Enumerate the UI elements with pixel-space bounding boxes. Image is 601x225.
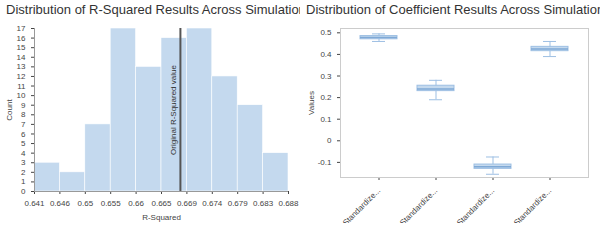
svg-text:Standardize...: Standardize...	[512, 186, 553, 223]
svg-text:0.641: 0.641	[24, 199, 45, 208]
svg-text:0.1: 0.1	[320, 115, 332, 124]
svg-text:0.679: 0.679	[228, 199, 249, 208]
svg-text:0.688: 0.688	[278, 199, 299, 208]
svg-text:11: 11	[17, 82, 26, 91]
svg-text:0.5: 0.5	[320, 28, 332, 37]
svg-text:R-Squared: R-Squared	[142, 213, 181, 222]
svg-text:0: 0	[21, 187, 26, 196]
svg-text:7: 7	[21, 120, 26, 129]
svg-text:0.66: 0.66	[128, 199, 144, 208]
svg-text:0.665: 0.665	[151, 199, 172, 208]
svg-text:5: 5	[21, 139, 26, 148]
svg-text:Standardize...: Standardize...	[341, 186, 382, 223]
svg-text:0.2: 0.2	[320, 93, 332, 102]
svg-text:-0.1: -0.1	[318, 158, 332, 167]
svg-text:0.655: 0.655	[101, 199, 122, 208]
svg-text:Standardize...: Standardize...	[455, 186, 496, 223]
svg-text:0.3: 0.3	[320, 72, 332, 81]
svg-text:12: 12	[17, 72, 26, 81]
svg-text:0.646: 0.646	[50, 199, 71, 208]
svg-text:17: 17	[17, 24, 26, 33]
svg-text:1: 1	[21, 177, 26, 186]
svg-text:0: 0	[327, 136, 332, 145]
svg-text:9: 9	[21, 101, 26, 110]
svg-text:4: 4	[21, 149, 26, 158]
svg-text:0.65: 0.65	[78, 199, 94, 208]
svg-text:13: 13	[17, 62, 26, 71]
svg-text:15: 15	[17, 43, 26, 52]
svg-text:8: 8	[21, 110, 26, 119]
svg-text:0.4: 0.4	[320, 50, 332, 59]
svg-text:16: 16	[17, 34, 26, 43]
svg-text:Original R-Squared value: Original R-Squared value	[169, 65, 178, 155]
svg-text:0.669: 0.669	[177, 199, 198, 208]
svg-text:2: 2	[21, 168, 26, 177]
svg-text:6: 6	[21, 130, 26, 139]
svg-text:Standardize...: Standardize...	[398, 186, 439, 223]
svg-text:0.683: 0.683	[253, 199, 274, 208]
svg-text:Count: Count	[5, 99, 14, 121]
svg-text:10: 10	[17, 91, 26, 100]
svg-text:0.674: 0.674	[202, 199, 223, 208]
svg-text:3: 3	[21, 158, 26, 167]
svg-text:14: 14	[17, 53, 26, 62]
svg-text:Values: Values	[307, 91, 316, 115]
